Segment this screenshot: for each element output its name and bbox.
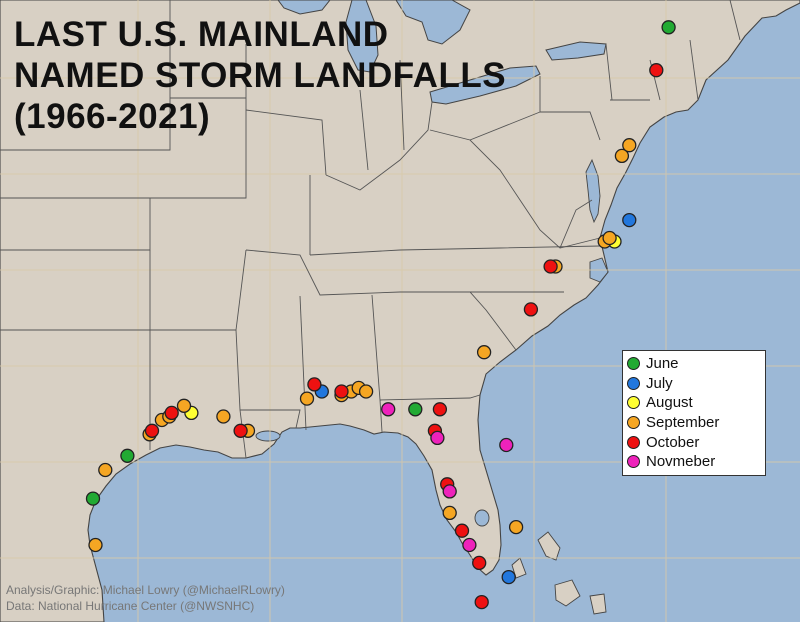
legend-label: June [646, 355, 679, 373]
landfall-marker-october [334, 384, 349, 399]
landfall-marker-september [614, 148, 630, 164]
september-swatch [627, 416, 640, 430]
chesapeake-bay [585, 158, 601, 224]
landfall-marker-october [472, 555, 487, 571]
landfall-marker-june [85, 491, 101, 506]
landfall-marker-novmeber [442, 484, 457, 499]
title-line-1: LAST U.S. MAINLAND [14, 15, 389, 54]
landfall-marker-september [299, 391, 315, 406]
july-swatch [627, 376, 640, 390]
legend-item-july: July [627, 374, 765, 394]
landfall-marker-novmeber [462, 537, 477, 553]
landfall-marker-september [442, 505, 457, 521]
analysis-credit: Analysis/Graphic: Michael Lowry (@Michae… [6, 583, 285, 597]
landfall-marker-october [454, 523, 470, 538]
legend-item-june: June [627, 354, 765, 374]
landfall-marker-novmeber [381, 402, 396, 417]
landfall-marker-october [307, 377, 322, 392]
bahamas [511, 531, 607, 615]
landfall-marker-september [602, 230, 617, 246]
august-swatch [627, 396, 640, 410]
legend-item-november: Novmeber [627, 452, 765, 472]
data-credit: Data: National Hurricane Center (@NWSNHC… [6, 599, 255, 613]
legend: June July August September October Novme… [622, 350, 766, 476]
landfall-marker-october [543, 259, 558, 274]
landfall-marker-october [144, 423, 160, 438]
landfall-marker-september [358, 384, 374, 399]
landfall-marker-june [120, 448, 135, 463]
landfall-marker-novmeber [499, 437, 514, 453]
landfall-marker-september [176, 398, 192, 413]
lake-erie [429, 65, 541, 105]
landfall-marker-october [523, 302, 539, 317]
landfall-marker-october [432, 402, 448, 417]
landfall-marker-july [501, 569, 516, 585]
title-line-3: (1966-2021) [14, 97, 211, 136]
lake-ontario [545, 41, 607, 61]
landfall-marker-october [649, 63, 664, 78]
landfall-marker-september [88, 537, 103, 553]
legend-label: September [646, 414, 720, 432]
june-swatch [627, 357, 640, 371]
october-swatch [627, 435, 640, 449]
legend-item-october: October [627, 432, 765, 452]
landfall-marker-october [474, 594, 489, 610]
landfall-marker-september [622, 138, 637, 153]
lake-pontchartrain [255, 430, 281, 442]
state-borders [0, 0, 741, 459]
legend-label: August [646, 394, 693, 412]
legend-item-august: August [627, 393, 765, 413]
landfall-marker-july [622, 212, 637, 228]
landfall-marker-september [476, 345, 492, 360]
lake-huron [395, 0, 471, 45]
landfall-marker-june [661, 20, 676, 35]
title-line-2: NAMED STORM LANDFALLS [14, 56, 507, 95]
legend-label: Novmeber [646, 453, 716, 471]
landfall-marker-novmeber [430, 430, 445, 446]
map-title: LAST U.S. MAINLAND NAMED STORM LANDFALLS… [14, 14, 506, 137]
landfall-marker-june [408, 402, 423, 417]
credits: Analysis/Graphic: Michael Lowry (@Michae… [6, 582, 285, 614]
lake-okeechobee [474, 509, 490, 527]
lake-michigan [345, 0, 379, 73]
landfall-marker-october [164, 405, 179, 421]
legend-label: July [646, 374, 673, 392]
landfall-points [85, 20, 676, 610]
landfall-marker-september [508, 519, 524, 535]
landfall-marker-september [98, 462, 113, 478]
lake-superior [277, 0, 331, 15]
legend-item-september: September [627, 413, 765, 433]
legend-label: October [646, 433, 700, 451]
landfall-marker-october [233, 423, 248, 438]
november-swatch [627, 455, 640, 469]
landfall-marker-september [216, 409, 231, 424]
